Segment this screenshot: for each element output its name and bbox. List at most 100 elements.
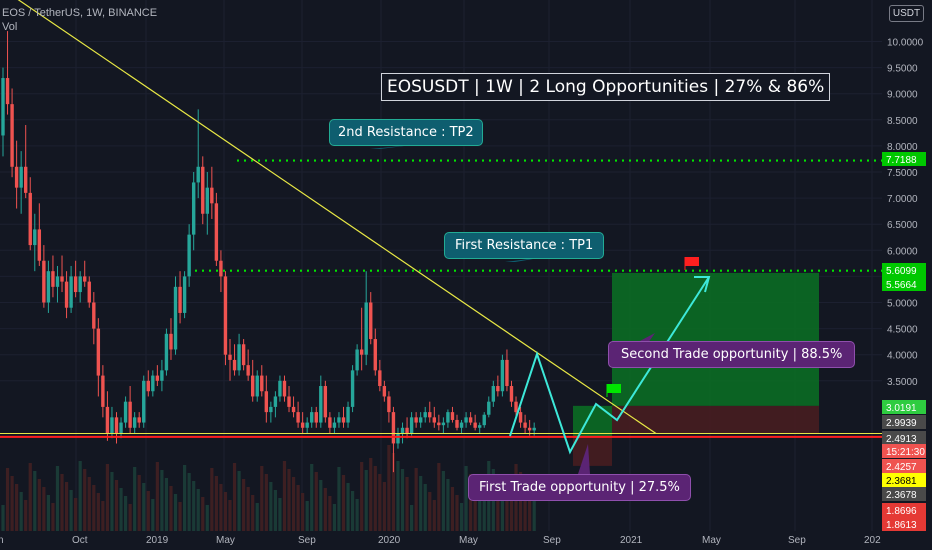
volume-bar [378,474,382,535]
candle-body [142,380,146,423]
price-tag-label: 15:21:30 [886,447,925,458]
volume-bar [282,461,287,535]
candle-body [527,427,532,431]
candle-body [164,333,169,371]
volume-bar [341,475,346,535]
candle-body [5,78,10,105]
volume-bar [28,463,32,535]
entry-flag [607,384,621,393]
volume-bar [305,501,309,535]
candle-body [219,260,223,277]
projected-path [509,276,710,455]
time-tick-label: Sep [543,535,561,546]
volume-bar [164,478,169,535]
candle-body [237,344,241,371]
volume-bar [496,477,500,535]
candle-body [151,375,155,392]
candle-body [518,412,523,423]
volume-bar [373,466,377,535]
volume-bar [523,480,527,535]
candle-body [223,276,228,355]
target-flag [685,257,699,266]
volume-bar [478,490,482,535]
candle-body [319,386,323,423]
candle-body [201,166,205,214]
candle-body [228,354,232,360]
volume-bar [105,464,110,535]
candle-body [378,370,382,387]
volume-bar [37,479,41,535]
volume-bar [405,477,409,535]
candle-body [110,417,114,433]
candle-body [64,281,69,308]
volume-bar [446,479,450,535]
candle-body [196,166,200,183]
candle-body [491,386,496,402]
price-tag-label: 5.6099 [886,266,917,277]
volume-bar [505,493,509,535]
volume-bar [482,498,486,535]
candle-body [55,276,60,287]
candle-body [523,422,527,428]
volume-bar [278,498,282,535]
volume-bar [518,472,523,535]
volume-bar [214,476,218,535]
symbol-header: EOS / TetherUS, 1W, BINANCE [2,7,158,19]
candle-body [182,276,187,313]
time-tick-label: 2020 [378,535,401,546]
price-tag-label: 5.5664 [886,280,917,291]
candlesticks [1,31,536,473]
volume-bar [183,465,187,535]
price-tag-label: 1.8613 [886,520,917,531]
volume-bar [110,472,114,535]
volume-bar [205,505,209,535]
volume-bar [173,494,178,535]
volume-bar [160,470,164,535]
volume-bar [119,488,123,535]
candle-body [51,271,55,287]
price-tag-background [882,152,926,166]
volume-bar [355,499,359,535]
volume-bar [69,490,73,535]
volume-bar [291,477,296,535]
candle-body [24,166,28,193]
price-tag-background [882,517,926,531]
volume-bar [337,467,341,535]
candle-body [10,104,14,167]
candle-body [282,380,287,397]
candle-body [60,276,64,282]
volume-bar [192,481,196,535]
price-tag-background [882,444,926,458]
price-axis: 10.0000 9.5000 9.0000 8.5000 8.0000 7.5000 7.0… [882,0,932,550]
price-tick-label: 7.0000 [887,194,918,205]
candle-body [264,391,269,413]
volume-bar [242,479,246,535]
volume-bar [369,458,373,535]
candle-body [214,203,219,261]
volume-bar [169,486,173,535]
candle-body [305,422,309,428]
volume-bar [232,463,237,535]
currency-badge[interactable]: USDT [889,5,924,22]
candle-body [1,78,5,136]
volume-bar [464,466,468,535]
volume-bar [423,484,427,535]
candle-body [509,386,514,402]
price-tag-label: 1.8696 [886,506,917,517]
volume-bar [528,488,532,535]
volume-bar [55,466,60,535]
time-tick-label: n [0,535,4,546]
candle-body [73,276,78,293]
price-tag: 2.3678 [882,487,926,501]
time-tick-label: May [702,535,721,546]
price-tag: 7.7188 [882,152,926,166]
candle-body [355,349,359,371]
candle-body [260,375,264,392]
candle-body [459,422,464,428]
candle-body [296,412,300,423]
price-tag: 3.0191 [882,400,926,414]
flag-markers [606,257,699,397]
candle-body [160,370,164,381]
price-tick-label: 6.5000 [887,220,918,231]
